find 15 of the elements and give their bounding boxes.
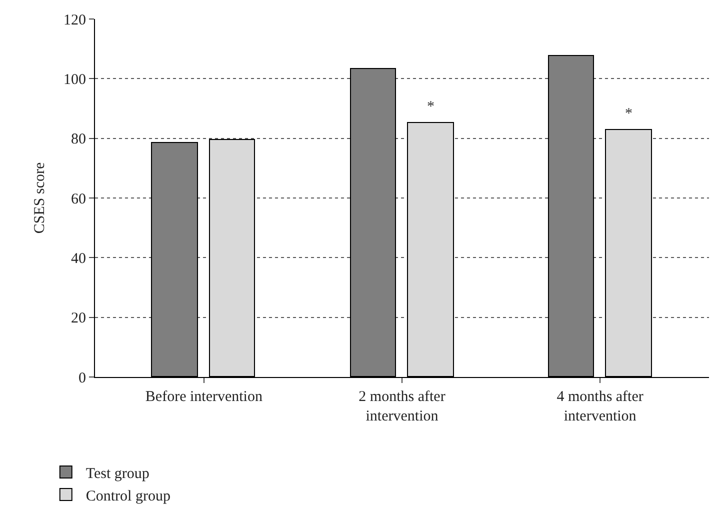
y-tick-label: 0 — [78, 370, 86, 386]
x-tick-label: 4 months after intervention — [556, 389, 644, 424]
x-tick-label: 2 months after intervention — [358, 389, 446, 424]
legend-label: Control group — [86, 488, 170, 504]
x-tick-label: Before intervention — [145, 389, 263, 405]
y-tick-label: 120 — [64, 12, 86, 28]
y-tick-label: 40 — [71, 250, 86, 267]
y-tick-label: 20 — [71, 310, 86, 327]
legend-label: Test group — [86, 466, 150, 482]
y-tick-label: 80 — [71, 132, 86, 148]
annotation: * — [625, 106, 632, 122]
y-axis-title: CSES score — [32, 162, 48, 234]
annotation: * — [427, 99, 434, 115]
y-tick-label: 60 — [71, 191, 86, 208]
y-tick-label: 100 — [64, 72, 86, 88]
